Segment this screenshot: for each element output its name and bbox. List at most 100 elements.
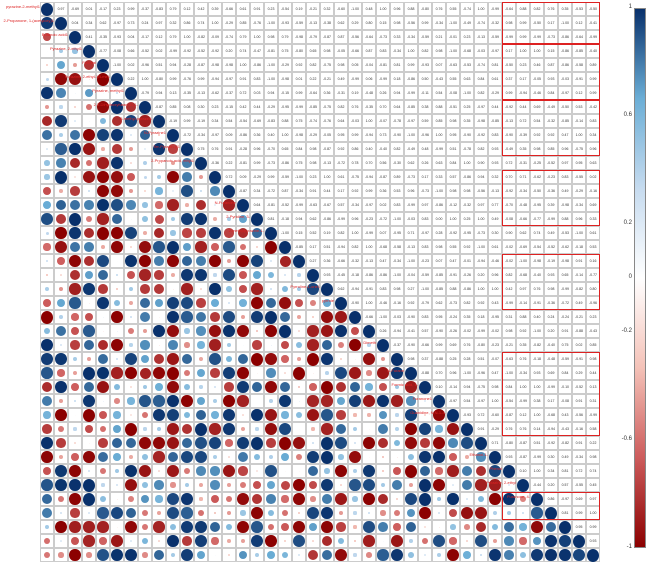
corr-value: 0.81: [558, 464, 572, 478]
corr-value: -0.83: [152, 2, 166, 16]
corr-value: 0.17: [306, 240, 320, 254]
corr-circle: [516, 548, 530, 562]
corr-circle: [124, 492, 138, 506]
corr-circle: [54, 310, 68, 324]
corr-value: -0.52: [138, 44, 152, 58]
corr-circle: [180, 478, 194, 492]
corr-circle: [180, 450, 194, 464]
corr-value: -1.00: [110, 58, 124, 72]
corr-circle: [54, 478, 68, 492]
matrix-row: -0.440.200.57-0.550.45Pyrazine, 2-ethyl: [40, 478, 600, 492]
corr-value: -1.00: [446, 44, 460, 58]
corr-circle: [110, 548, 124, 562]
corr-circle: [82, 254, 96, 268]
corr-value: -0.55: [572, 478, 586, 492]
corr-value: 0.96: [488, 268, 502, 282]
corr-circle: [194, 422, 208, 436]
corr-circle: [558, 534, 572, 548]
corr-circle: [82, 268, 96, 282]
corr-value: 0.42: [502, 282, 516, 296]
corr-value: 0.99: [362, 184, 376, 198]
corr-value: 0.14: [530, 422, 544, 436]
corr-circle: [110, 338, 124, 352]
corr-circle: [82, 184, 96, 198]
corr-circle: [264, 240, 278, 254]
corr-circle: [124, 450, 138, 464]
corr-circle: [194, 170, 208, 184]
row-label: Pyrroline-1-one1: [120, 284, 320, 289]
corr-value: 0.97: [418, 198, 432, 212]
corr-value: 0.04: [124, 30, 138, 44]
corr-circle: [320, 436, 334, 450]
corr-value: -0.13: [488, 184, 502, 198]
corr-circle: [250, 436, 264, 450]
corr-circle: [390, 520, 404, 534]
corr-circle: [278, 268, 292, 282]
corr-value: 0.63: [586, 156, 600, 170]
corr-circle: [110, 492, 124, 506]
corr-value: 0.98: [404, 352, 418, 366]
corr-value: -0.01: [460, 254, 474, 268]
corr-value: -0.72: [334, 156, 348, 170]
corr-value: 0.93: [544, 268, 558, 282]
corr-circle: [54, 394, 68, 408]
corr-value: -0.08: [502, 212, 516, 226]
corr-circle: [124, 506, 138, 520]
corr-circle: [362, 534, 376, 548]
corr-value: -0.86: [432, 198, 446, 212]
matrix-row: -0.77-0.080.66-0.520.02-0.99-0.92-0.52-0…: [40, 44, 600, 58]
corr-circle: [376, 534, 390, 548]
corr-value: 0.61: [334, 170, 348, 184]
corr-value: -0.86: [320, 212, 334, 226]
corr-circle: [54, 422, 68, 436]
corr-circle: [180, 324, 194, 338]
corr-value: 0.44: [586, 366, 600, 380]
corr-value: -0.97: [558, 86, 572, 100]
corr-circle: [166, 506, 180, 520]
corr-value: 0.72: [474, 408, 488, 422]
corr-circle: [96, 184, 110, 198]
corr-value: -0.66: [334, 254, 348, 268]
corr-value: -0.37: [222, 86, 236, 100]
corr-circle: [292, 534, 306, 548]
corr-value: -1.00: [264, 72, 278, 86]
corr-value: -1.00: [376, 310, 390, 324]
corr-circle: [404, 422, 418, 436]
corr-value: -1.00: [292, 170, 306, 184]
row-label: Dimeth: [176, 340, 376, 345]
corr-value: 0.82: [460, 296, 474, 310]
corr-value: 0.55: [446, 2, 460, 16]
corr-circle: [222, 352, 236, 366]
corr-value: 0.36: [250, 128, 264, 142]
corr-circle: [474, 548, 488, 562]
corr-circle: [236, 520, 250, 534]
corr-value: -0.68: [376, 240, 390, 254]
corr-circle: [96, 534, 110, 548]
corr-value: -0.94: [362, 170, 376, 184]
corr-value: -0.94: [348, 282, 362, 296]
corr-value: 0.98: [530, 142, 544, 156]
corr-value: 0.96: [586, 142, 600, 156]
corr-value: -0.75: [320, 58, 334, 72]
corr-circle: [180, 380, 194, 394]
corr-value: 0.51: [320, 240, 334, 254]
corr-value: 1.00: [488, 282, 502, 296]
corr-value: 0.91: [572, 394, 586, 408]
corr-circle: [180, 548, 194, 562]
corr-value: 0.92: [460, 240, 474, 254]
corr-value: 0.54: [432, 86, 446, 100]
corr-circle: [320, 352, 334, 366]
corr-value: 0.75: [194, 142, 208, 156]
row-label: 2-methylpyrazine-1-: [64, 228, 264, 233]
matrix-row: 0.93-0.87-0.990.300.49-0.340.98Ethanol-1…: [40, 450, 600, 464]
corr-diag: [124, 86, 138, 100]
corr-value: 0.22: [222, 156, 236, 170]
corr-circle: [236, 254, 250, 268]
corr-value: -0.32: [348, 254, 362, 268]
corr-circle: [208, 464, 222, 478]
corr-value: -0.86: [278, 156, 292, 170]
corr-circle: [152, 268, 166, 282]
corr-circle: [306, 506, 320, 520]
corr-value: -0.90: [432, 324, 446, 338]
matrix-row: 0.101.000.340.810.720.74Phenol: [40, 464, 600, 478]
